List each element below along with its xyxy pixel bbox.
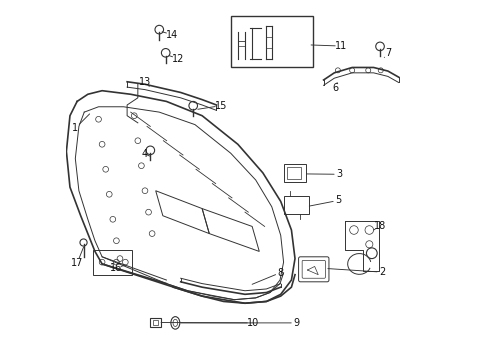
Text: 1: 1 bbox=[72, 123, 78, 133]
Text: 10: 10 bbox=[247, 318, 259, 328]
Text: 13: 13 bbox=[139, 77, 151, 87]
Text: 8: 8 bbox=[278, 267, 284, 278]
Text: 6: 6 bbox=[332, 83, 339, 93]
Text: 17: 17 bbox=[71, 258, 83, 268]
Text: 2: 2 bbox=[379, 267, 386, 277]
Text: 14: 14 bbox=[166, 30, 178, 40]
Text: 7: 7 bbox=[385, 48, 391, 58]
Text: 3: 3 bbox=[337, 169, 343, 179]
Text: 9: 9 bbox=[294, 318, 300, 328]
Text: 12: 12 bbox=[172, 54, 184, 64]
Text: 4: 4 bbox=[142, 149, 148, 159]
Text: 15: 15 bbox=[215, 101, 227, 111]
Text: 11: 11 bbox=[335, 41, 347, 51]
Text: 18: 18 bbox=[374, 221, 386, 231]
Text: 16: 16 bbox=[110, 263, 122, 273]
Text: 5: 5 bbox=[336, 195, 342, 205]
